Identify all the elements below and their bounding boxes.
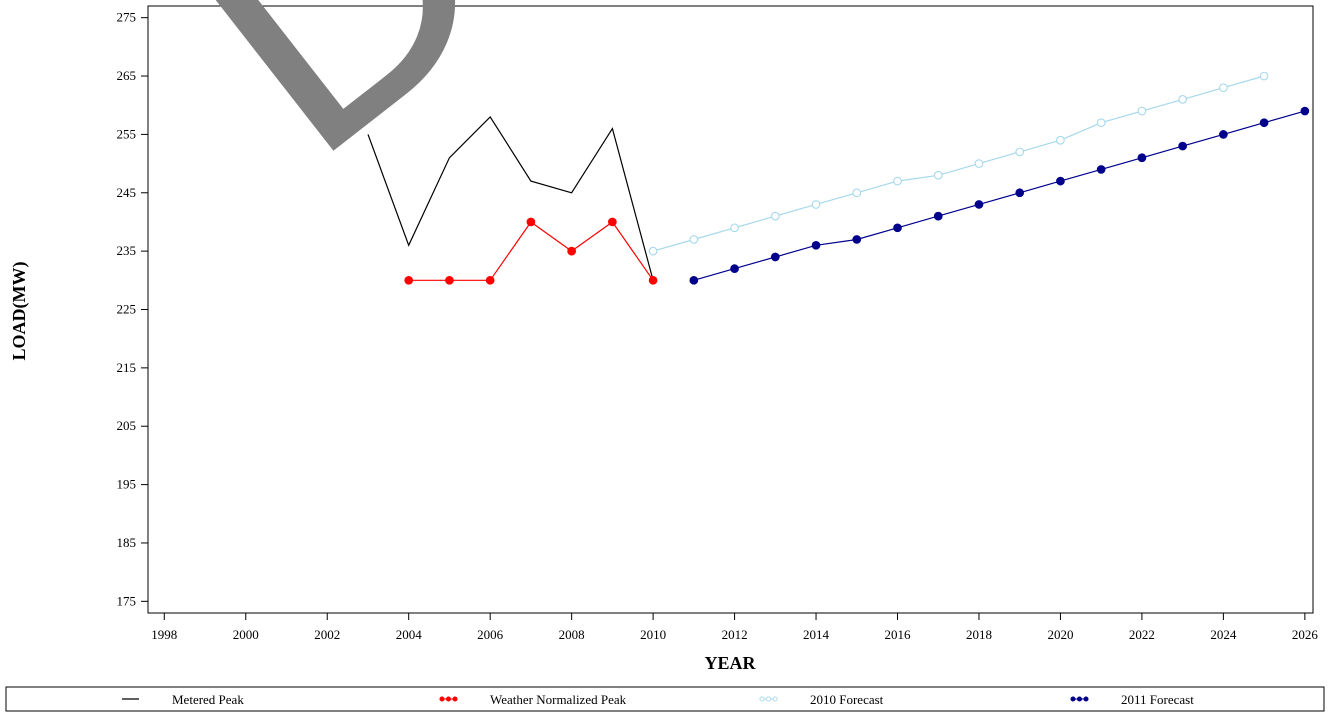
point-2010-forecast-2022 xyxy=(1137,106,1147,116)
x-tick-label-2002: 2002 xyxy=(314,627,340,642)
legend-item-weather-normalized-peak: Weather Normalized Peak xyxy=(439,692,627,707)
point-2011-forecast-2016 xyxy=(893,223,902,233)
legend-item-2010-forecast: 2010 Forecast xyxy=(759,692,884,707)
point-2010-forecast-2016 xyxy=(893,176,902,186)
y-axis-title: LOAD(MW) xyxy=(9,262,30,361)
x-tick-label-2000: 2000 xyxy=(233,627,259,642)
legend-swatch-2011-forecast xyxy=(1070,696,1089,702)
y-tick-label-265: 265 xyxy=(117,68,137,83)
legend-swatch-2010-forecast xyxy=(759,696,778,702)
x-tick-label-2024: 2024 xyxy=(1210,627,1237,642)
point-weather-normalized-peak-2008 xyxy=(567,246,576,256)
point-2010-forecast-2012 xyxy=(730,223,739,233)
x-tick-label-2010: 2010 xyxy=(640,627,666,642)
point-2010-forecast-2023 xyxy=(1178,95,1188,104)
point-2011-forecast-2026 xyxy=(1300,106,1310,116)
y-tick-label-235: 235 xyxy=(117,243,137,258)
point-weather-normalized-peak-2006 xyxy=(485,275,495,285)
series-metered-peak xyxy=(367,115,654,281)
x-tick-label-2004: 2004 xyxy=(396,627,423,642)
point-weather-normalized-peak-2004 xyxy=(404,275,414,285)
point-weather-normalized-peak-2009 xyxy=(608,217,617,227)
point-2011-forecast-2025 xyxy=(1259,118,1269,128)
x-tick-label-2008: 2008 xyxy=(559,627,585,642)
legend-swatch-weather-normalized-peak xyxy=(439,696,458,702)
point-2011-forecast-2020 xyxy=(1056,176,1065,186)
point-2010-forecast-2015 xyxy=(852,188,862,198)
x-axis-title: YEAR xyxy=(704,653,756,673)
x-tick-label-2006: 2006 xyxy=(477,627,504,642)
legend: Metered Peak Weather Normalized Peak 2010 … xyxy=(122,692,1194,707)
y-tick-label-205: 205 xyxy=(117,418,137,433)
point-2011-forecast-2011 xyxy=(689,275,699,285)
point-2011-forecast-2021 xyxy=(1096,165,1106,174)
y-tick-label-255: 255 xyxy=(117,126,137,141)
point-2011-forecast-2013 xyxy=(770,252,780,262)
point-2010-forecast-2020 xyxy=(1056,135,1065,145)
point-weather-normalized-peak-2010 xyxy=(648,275,658,285)
legend-item-2011-forecast: 2011 Forecast xyxy=(1070,692,1194,707)
y-tick-label-245: 245 xyxy=(117,185,137,200)
series-2011-forecast xyxy=(689,106,1310,285)
y-tick-label-275: 275 xyxy=(117,10,137,25)
series-weather-normalized-peak xyxy=(404,217,658,285)
y-tick-label-195: 195 xyxy=(117,477,137,492)
point-2010-forecast-2017 xyxy=(933,170,943,180)
point-2010-forecast-2021 xyxy=(1096,118,1106,128)
x-tick-label-2012: 2012 xyxy=(722,627,748,642)
legend-label-metered-peak: Metered Peak xyxy=(172,692,244,707)
point-2010-forecast-2024 xyxy=(1219,83,1228,93)
x-tick-label-2020: 2020 xyxy=(1047,627,1073,642)
x-tick-label-2022: 2022 xyxy=(1129,627,1155,642)
series-2010-forecast xyxy=(648,71,1269,256)
draft-watermark: DRAFT xyxy=(110,0,1303,230)
point-2010-forecast-2019 xyxy=(1015,147,1025,157)
point-2010-forecast-2025 xyxy=(1259,71,1269,81)
y-tick-label-175: 175 xyxy=(117,593,137,608)
x-tick-label-1998: 1998 xyxy=(151,627,177,642)
series-layer xyxy=(367,71,1310,285)
point-2011-forecast-2017 xyxy=(933,211,943,221)
x-tick-label-2018: 2018 xyxy=(966,627,992,642)
point-2011-forecast-2019 xyxy=(1015,188,1025,198)
legend-item-metered-peak: Metered Peak xyxy=(122,692,244,707)
series-line-2010-forecast xyxy=(652,75,1265,252)
y-axis: 175 185 195 205 215 225 235 245 255 265 275 xyxy=(117,10,148,608)
series-line-weather-normalized-peak xyxy=(408,221,654,281)
y-tick-label-185: 185 xyxy=(117,535,137,550)
x-tick-label-2016: 2016 xyxy=(885,627,912,642)
y-tick-label-215: 215 xyxy=(117,360,137,375)
point-2011-forecast-2015 xyxy=(852,235,862,244)
point-2010-forecast-2018 xyxy=(974,159,984,168)
point-2011-forecast-2014 xyxy=(811,240,821,250)
point-weather-normalized-peak-2007 xyxy=(526,217,536,227)
point-2010-forecast-2011 xyxy=(689,235,699,244)
point-2010-forecast-2010 xyxy=(648,246,658,256)
series-line-2011-forecast xyxy=(693,110,1306,281)
point-2011-forecast-2012 xyxy=(730,264,739,273)
point-2011-forecast-2023 xyxy=(1178,141,1188,151)
legend-label-weather-normalized-peak: Weather Normalized Peak xyxy=(490,692,627,707)
point-2011-forecast-2018 xyxy=(974,200,984,209)
x-axis: 1998 2000 2002 2004 2006 2008 2010 2012 2014 2016… xyxy=(151,613,1318,642)
legend-label-2010-forecast: 2010 Forecast xyxy=(810,692,884,707)
point-2010-forecast-2014 xyxy=(811,200,821,209)
point-2010-forecast-2013 xyxy=(770,211,780,221)
y-tick-label-225: 225 xyxy=(117,302,137,317)
x-tick-label-2014: 2014 xyxy=(803,627,830,642)
series-line-metered-peak xyxy=(367,115,654,281)
legend-label-2011-forecast: 2011 Forecast xyxy=(1121,692,1194,707)
legend-box xyxy=(5,686,1325,712)
point-weather-normalized-peak-2005 xyxy=(445,275,454,285)
x-tick-label-2026: 2026 xyxy=(1292,627,1319,642)
point-2011-forecast-2024 xyxy=(1219,130,1228,139)
point-2011-forecast-2022 xyxy=(1137,153,1147,163)
watermark-text: DRAFT xyxy=(110,0,1303,230)
